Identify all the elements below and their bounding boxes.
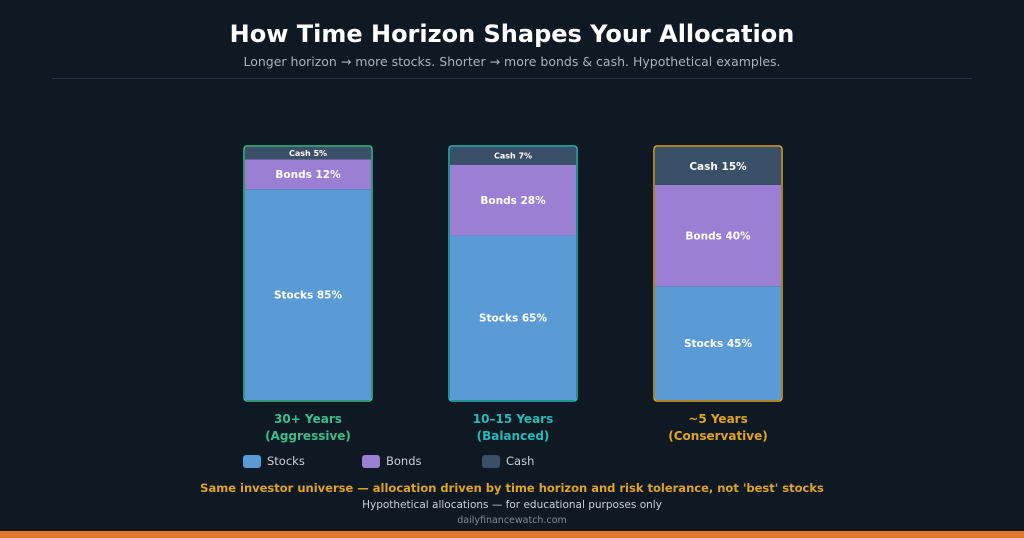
bar-segment-cash xyxy=(655,147,781,185)
legend-swatch xyxy=(362,454,380,468)
category-label: 10–15 Years xyxy=(473,412,553,426)
bar-segment-cash xyxy=(450,147,576,165)
bar-segment-cash xyxy=(245,147,371,160)
bar-label-bonds: Bonds 12% xyxy=(275,169,341,181)
bar-segment-bonds xyxy=(450,164,576,236)
category-label: ~5 Years xyxy=(688,412,747,426)
bar-label-cash: Cash 7% xyxy=(494,152,532,161)
category-sublabel: (Balanced) xyxy=(477,429,550,443)
bar-segment-stocks xyxy=(655,286,781,400)
bar-segment-stocks xyxy=(245,189,371,400)
chart-title: How Time Horizon Shapes Your Allocation xyxy=(229,20,795,48)
bar-label-stocks: Stocks 45% xyxy=(684,338,753,350)
chart-subtitle: Longer horizon → more stocks. Shorter → … xyxy=(243,54,781,69)
bar-outline xyxy=(448,145,578,402)
bar-label-bonds: Bonds 28% xyxy=(480,195,546,207)
legend-item-bonds: Bonds xyxy=(362,453,422,469)
category-sublabel: (Aggressive) xyxy=(265,429,351,443)
bar-label-cash: Cash 15% xyxy=(689,161,747,173)
key-takeaway-note: Same investor universe — allocation driv… xyxy=(200,481,824,495)
header-divider xyxy=(52,78,972,79)
legend-swatch xyxy=(482,454,500,468)
legend-label: Stocks xyxy=(267,454,305,468)
legend-item-stocks: Stocks xyxy=(243,453,305,469)
legend-label: Cash xyxy=(506,454,535,468)
bar-outline xyxy=(653,145,783,402)
bar-label-stocks: Stocks 65% xyxy=(479,313,548,325)
category-label: 30+ Years xyxy=(274,412,342,426)
category-sublabel: (Conservative) xyxy=(668,429,768,443)
legend-item-cash: Cash xyxy=(482,453,534,469)
bar-label-cash: Cash 5% xyxy=(289,149,327,158)
bottom-accent-bar xyxy=(0,531,1024,538)
source-credit: dailyfinancewatch.com xyxy=(457,515,567,526)
bar-segment-bonds xyxy=(245,159,371,190)
legend-swatch xyxy=(243,454,261,468)
bar-segment-stocks xyxy=(450,235,576,400)
disclaimer-text: Hypothetical allocations — for education… xyxy=(362,499,662,511)
bar-segment-bonds xyxy=(655,184,781,287)
bar-label-bonds: Bonds 40% xyxy=(685,230,751,242)
bar-label-stocks: Stocks 85% xyxy=(274,289,343,301)
bar-outline xyxy=(243,145,373,402)
legend-label: Bonds xyxy=(386,454,422,468)
